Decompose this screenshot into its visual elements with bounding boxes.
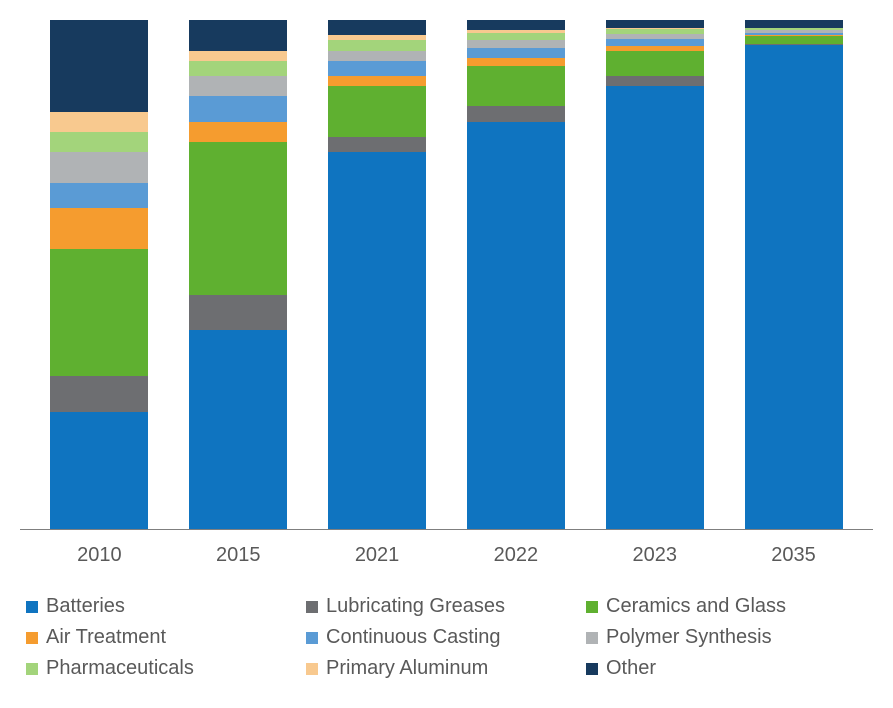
bar-segment-other (189, 20, 287, 51)
bar-column (328, 20, 426, 529)
bar-segment-pharma (467, 33, 565, 41)
legend-swatch (306, 632, 318, 644)
bar-segment-pharma (189, 61, 287, 76)
bar-segment-casting (606, 39, 704, 47)
x-axis-label: 2035 (745, 544, 843, 567)
bar-segment-pharma (328, 40, 426, 50)
bar-segment-air (467, 58, 565, 66)
legend-item-polymer: Polymer Synthesis (586, 626, 866, 649)
bar-segment-air (50, 208, 148, 249)
legend-item-other: Other (586, 657, 866, 680)
bar-segment-batteries (745, 45, 843, 529)
legend-label: Pharmaceuticals (46, 657, 194, 680)
bar-segment-batteries (467, 122, 565, 529)
bar-segment-aluminum (189, 51, 287, 61)
bar-segment-casting (467, 48, 565, 58)
bar-segment-ceramics (328, 86, 426, 137)
legend-label: Other (606, 657, 656, 680)
x-axis-label: 2021 (328, 544, 426, 567)
legend-item-pharma: Pharmaceuticals (26, 657, 306, 680)
bar-column (50, 20, 148, 529)
legend-swatch (586, 632, 598, 644)
bar-segment-polymer (189, 76, 287, 96)
bar-segment-casting (50, 183, 148, 208)
bar-column (606, 20, 704, 529)
plot-area (20, 20, 873, 530)
legend-label: Batteries (46, 595, 125, 618)
legend-label: Continuous Casting (326, 626, 501, 649)
legend-swatch (586, 601, 598, 613)
legend: Batteries Lubricating Greases Ceramics and… (20, 595, 873, 688)
x-axis-label: 2015 (189, 544, 287, 567)
bar-segment-lubricating (50, 376, 148, 412)
legend-item-lubricating: Lubricating Greases (306, 595, 586, 618)
legend-label: Primary Aluminum (326, 657, 488, 680)
legend-swatch (26, 632, 38, 644)
legend-item-batteries: Batteries (26, 595, 306, 618)
bar-segment-other (328, 20, 426, 35)
bar-segment-lubricating (606, 76, 704, 86)
bar-segment-air (328, 76, 426, 86)
bar-segment-casting (189, 96, 287, 121)
legend-item-aluminum: Primary Aluminum (306, 657, 586, 680)
bar-segment-ceramics (50, 249, 148, 376)
bar-segment-polymer (50, 152, 148, 183)
x-axis: 2010 2015 2021 2022 2023 2035 (20, 530, 873, 567)
x-axis-label: 2022 (467, 544, 565, 567)
bar-segment-lubricating (328, 137, 426, 152)
bar-segment-air (189, 122, 287, 142)
bar-segment-other (50, 20, 148, 112)
bar-segment-ceramics (467, 66, 565, 107)
bar-segment-ceramics (189, 142, 287, 295)
bar-segment-batteries (328, 152, 426, 529)
bar-segment-batteries (50, 412, 148, 529)
legend-item-casting: Continuous Casting (306, 626, 586, 649)
bar-segment-ceramics (606, 51, 704, 76)
legend-label: Air Treatment (46, 626, 166, 649)
legend-item-air: Air Treatment (26, 626, 306, 649)
bar-segment-casting (328, 61, 426, 76)
bar-column (467, 20, 565, 529)
bar-segment-other (745, 20, 843, 28)
bar-segment-batteries (606, 86, 704, 529)
legend-label: Ceramics and Glass (606, 595, 786, 618)
bar-segment-other (606, 20, 704, 28)
x-axis-label: 2023 (606, 544, 704, 567)
bar-segment-aluminum (50, 112, 148, 132)
legend-swatch (26, 601, 38, 613)
legend-swatch (26, 663, 38, 675)
legend-label: Lubricating Greases (326, 595, 505, 618)
stacked-bar-chart: 2010 2015 2021 2022 2023 2035 Batteries Lubric… (20, 20, 873, 688)
bar-segment-ceramics (745, 36, 843, 44)
bar-segment-pharma (50, 132, 148, 152)
bar-segment-polymer (467, 40, 565, 48)
bar-column (189, 20, 287, 529)
legend-swatch (586, 663, 598, 675)
x-axis-label: 2010 (50, 544, 148, 567)
bar-segment-other (467, 20, 565, 30)
bar-segment-batteries (189, 330, 287, 529)
legend-label: Polymer Synthesis (606, 626, 772, 649)
bar-segment-polymer (328, 51, 426, 61)
bar-segment-lubricating (467, 106, 565, 121)
bar-segment-lubricating (189, 295, 287, 331)
legend-item-ceramics: Ceramics and Glass (586, 595, 866, 618)
legend-swatch (306, 601, 318, 613)
legend-swatch (306, 663, 318, 675)
bar-column (745, 20, 843, 529)
